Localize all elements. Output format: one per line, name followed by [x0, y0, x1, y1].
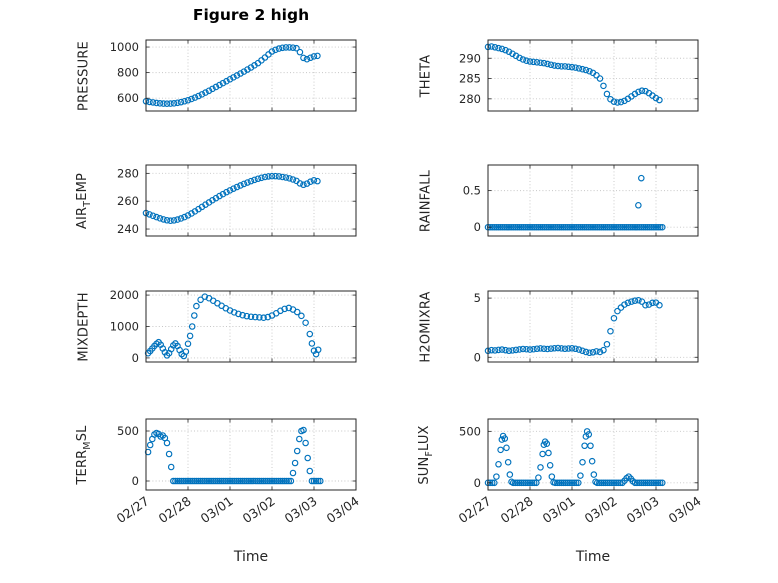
svg-text:02/27: 02/27 — [456, 493, 494, 526]
mixdepth-plot: 0 1000 2000 — [110, 288, 357, 365]
sun-flux-plot: 0 500 02/27 02/28 03/01 03/02 03/03 03/04 — [456, 418, 704, 526]
svg-text:2000: 2000 — [110, 288, 139, 302]
pressure-plot: 600 800 1000 — [110, 39, 357, 112]
svg-text:03/04: 03/04 — [666, 493, 704, 526]
terr-msl-plot: 0 500 02/27 02/28 03/01 03/02 03/03 03/04 — [114, 418, 362, 526]
svg-text:03/03: 03/03 — [282, 493, 320, 526]
svg-text:02/28: 02/28 — [156, 493, 194, 526]
svg-text:03/03: 03/03 — [624, 493, 662, 526]
subplot-theta: THETA 280 285 290 — [398, 32, 712, 127]
x-axis-label-right: Time — [575, 549, 611, 565]
svg-text:0: 0 — [132, 351, 139, 365]
rainfall-plot: 00.5 — [463, 164, 699, 237]
svg-text:5: 5 — [474, 291, 481, 305]
svg-text:285: 285 — [459, 72, 481, 86]
svg-text:0: 0 — [474, 476, 481, 490]
svg-text:02/27: 02/27 — [114, 493, 152, 526]
figure-title: Figure 2 high — [192, 6, 310, 24]
svg-text:260: 260 — [117, 194, 139, 208]
svg-text:03/04: 03/04 — [324, 493, 362, 526]
svg-text:280: 280 — [459, 92, 481, 106]
svg-text:1000: 1000 — [110, 320, 139, 334]
air-temp-plot: 240 260 280 — [117, 164, 357, 237]
svg-text:500: 500 — [117, 424, 139, 438]
theta-plot: 280 285 290 — [459, 39, 699, 112]
subplot-pressure: PRESSURE 600 800 1000 — [56, 32, 370, 127]
svg-text:0: 0 — [474, 350, 481, 364]
subplot-terr-msl: TERRMSL 0 500 02/27 02/28 03/01 03/02 03/03 03/… — [56, 411, 370, 551]
svg-text:800: 800 — [117, 66, 139, 80]
svg-text:600: 600 — [117, 91, 139, 105]
svg-text:03/02: 03/02 — [240, 493, 278, 526]
svg-text:0: 0 — [474, 220, 481, 234]
subplot-sun-flux: SUNFLUX 0 500 02/27 02/28 03/01 03/02 03/03 03/… — [398, 411, 712, 551]
svg-text:240: 240 — [117, 222, 139, 236]
svg-text:0.5: 0.5 — [463, 184, 481, 198]
h2omixra-plot: 05 — [474, 290, 699, 364]
x-axis-label-left: Time — [233, 549, 269, 565]
svg-text:290: 290 — [459, 51, 481, 65]
subplot-air-temp: AIRTEMP 240 260 280 — [56, 157, 370, 252]
svg-text:280: 280 — [117, 166, 139, 180]
svg-text:03/02: 03/02 — [582, 493, 620, 526]
svg-text:02/28: 02/28 — [498, 493, 536, 526]
subplot-rainfall: RAINFALL 0 0.5 — [398, 157, 712, 252]
svg-text:1000: 1000 — [110, 40, 139, 54]
svg-text:500: 500 — [459, 424, 481, 438]
subplot-mixdepth: MIXDEPTH 0 1000 2000 — [56, 283, 370, 378]
svg-text:0: 0 — [132, 474, 139, 488]
svg-text:03/01: 03/01 — [198, 493, 236, 526]
svg-text:03/01: 03/01 — [540, 493, 578, 526]
